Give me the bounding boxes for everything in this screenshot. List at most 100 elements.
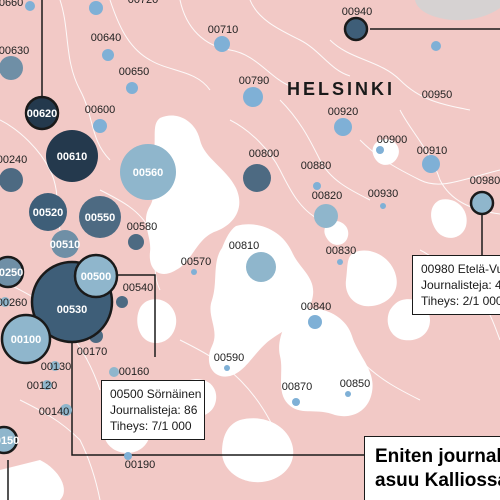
callout-00980-journalists: Journalisteja: 4 <box>421 278 500 292</box>
circle-00620 <box>24 95 60 131</box>
dot-00910 <box>422 155 440 173</box>
postal-code-label-00600: 00600 <box>85 104 116 116</box>
leader-line-00500 <box>118 274 156 357</box>
callout-00500: 00500 Sörnäinen Journalisteja: 86 Tiheys… <box>101 380 205 440</box>
dot-00710 <box>214 36 230 52</box>
postal-code-label-00590: 00590 <box>214 352 245 364</box>
circle-00560 <box>120 144 176 200</box>
callout-00500-name: 00500 Sörnäinen <box>110 387 202 401</box>
dot-00140 <box>60 404 72 416</box>
callout-00500-density: Tiheys: 7/1 000 <box>110 419 192 433</box>
circle-00500 <box>73 253 119 299</box>
headline-line-2: asuu Kalliossa <box>375 470 500 491</box>
postal-code-label-00570: 00570 <box>181 256 212 268</box>
grey-area <box>415 0 500 21</box>
postal-code-label-00620: 00620 <box>27 108 58 120</box>
circle-00510 <box>51 230 79 258</box>
dot-00650 <box>126 82 138 94</box>
postal-code-label-00870: 00870 <box>282 381 313 393</box>
postal-code-label-00720: 00720 <box>128 0 159 6</box>
postal-code-label-00820: 00820 <box>312 190 343 202</box>
postal-code-label-00560: 00560 <box>133 167 164 179</box>
dot-00540 <box>116 296 128 308</box>
postal-code-label-00580: 00580 <box>127 221 158 233</box>
postal-code-label-00130: 00130 <box>41 361 72 373</box>
dot-00790 <box>243 87 263 107</box>
circle-00940 <box>343 16 369 42</box>
dot-00840 <box>308 315 322 329</box>
city-label: HELSINKI <box>287 79 395 99</box>
circle-00980 <box>469 190 495 216</box>
dot-00930 <box>380 203 386 209</box>
dot-00160 <box>109 367 119 377</box>
headline-box: Eniten journalisteja asuu Kalliossa <box>364 436 500 500</box>
postal-code-label-00920: 00920 <box>328 106 359 118</box>
callout-00980-name: 00980 Etelä-Vuosaari <box>421 262 500 276</box>
postal-code-label-00880: 00880 <box>301 160 332 172</box>
postal-code-label-00160: 00160 <box>119 366 150 378</box>
dot-00870 <box>292 398 300 406</box>
postal-code-label-00980: 00980 <box>470 175 500 187</box>
postal-code-labels: 00660 00720 00940 00630 00640 00710 00650 00790… <box>0 0 500 471</box>
postal-code-label-00640: 00640 <box>91 32 122 44</box>
dot-00950 <box>431 41 441 51</box>
postal-code-label-00650: 00650 <box>119 66 150 78</box>
circle-00150 <box>0 425 19 455</box>
circle-00520 <box>29 193 67 231</box>
postal-code-label-00840: 00840 <box>301 301 332 313</box>
circle-00100 <box>0 313 52 365</box>
postal-code-label-00660: 00660 <box>0 0 23 9</box>
postal-code-label-00170: 00170 <box>77 346 108 358</box>
postal-code-label-00140: 00140 <box>39 406 70 418</box>
dot-00800 <box>243 164 271 192</box>
dot-00260 <box>0 297 10 307</box>
headline-line-1: Eniten journalisteja <box>375 446 500 467</box>
dot-00820 <box>314 204 338 228</box>
circle-00250 <box>0 255 25 289</box>
circle-00550 <box>79 196 121 238</box>
postal-code-dots <box>0 1 441 460</box>
dot-00850 <box>345 391 351 397</box>
postal-code-label-00930: 00930 <box>368 188 399 200</box>
postal-code-label-00900: 00900 <box>377 134 408 146</box>
dot-00580 <box>128 234 144 250</box>
dot-00640 <box>102 49 114 61</box>
callout-00980: 00980 Etelä-Vuosaari Journalisteja: 4 Ti… <box>412 255 500 315</box>
postal-code-label-00190: 00190 <box>125 459 156 471</box>
postal-code-label-00510: 00510 <box>50 239 81 251</box>
dot-00120 <box>42 380 52 390</box>
postal-code-label-00790: 00790 <box>239 75 270 87</box>
circle-00610 <box>46 130 98 182</box>
dot-00920 <box>334 118 352 136</box>
dot-00810 <box>246 252 276 282</box>
dot-00570 <box>191 269 197 275</box>
callout-00980-density: Tiheys: 2/1 000 <box>421 294 500 308</box>
dot-00720 <box>89 1 103 15</box>
dot-00900 <box>376 146 384 154</box>
postal-code-label-00850: 00850 <box>340 378 371 390</box>
postal-code-label-00810: 00810 <box>229 240 260 252</box>
postal-code-label-00950: 00950 <box>422 89 453 101</box>
dot-00240 <box>0 168 23 192</box>
circle-00630 <box>0 56 23 80</box>
postal-code-label-00610: 00610 <box>57 151 88 163</box>
postal-code-label-00150: 00150 <box>0 435 19 447</box>
dot-00600 <box>93 119 107 133</box>
postal-code-label-00540: 00540 <box>123 282 154 294</box>
postal-code-label-00910: 00910 <box>417 145 448 157</box>
postal-code-label-00630: 00630 <box>0 45 29 57</box>
postal-code-label-00550: 00550 <box>85 212 116 224</box>
postal-code-label-00800: 00800 <box>249 148 280 160</box>
postal-code-label-00530: 00530 <box>57 304 88 316</box>
callout-00500-journalists: Journalisteja: 86 <box>110 403 198 417</box>
postal-code-label-00710: 00710 <box>208 24 239 36</box>
postal-code-circles <box>0 16 495 455</box>
dot-00590 <box>224 365 230 371</box>
dot-00880 <box>313 182 321 190</box>
dot-00660 <box>25 1 35 11</box>
